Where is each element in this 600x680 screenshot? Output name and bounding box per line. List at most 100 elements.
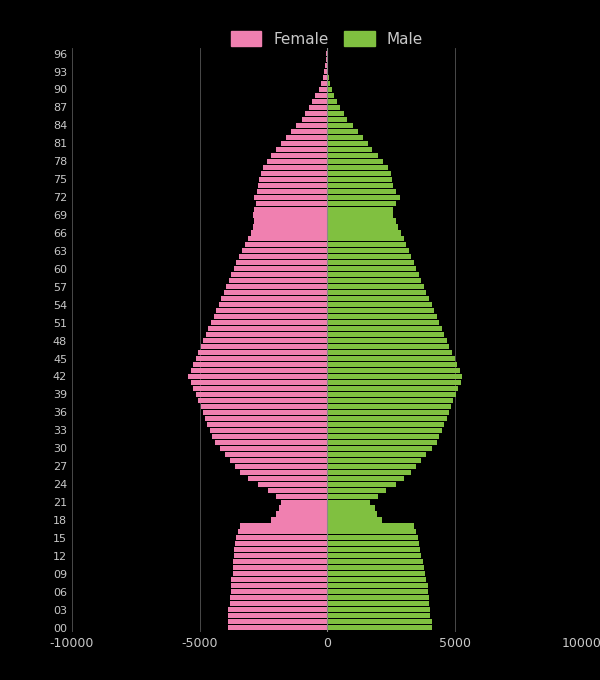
Bar [327, 320, 439, 325]
Bar [201, 344, 327, 349]
Bar [260, 171, 327, 175]
Bar [327, 445, 431, 451]
Bar [245, 242, 327, 248]
Bar [238, 530, 327, 534]
Bar [327, 278, 421, 284]
Bar [327, 177, 392, 182]
Bar [254, 194, 327, 200]
Bar [327, 267, 416, 271]
Bar [205, 415, 327, 421]
Bar [227, 625, 327, 630]
Bar [327, 212, 394, 218]
Bar [327, 183, 394, 188]
Bar [327, 129, 358, 134]
Bar [327, 165, 388, 170]
Bar [234, 554, 327, 558]
Bar [271, 153, 327, 158]
Bar [256, 201, 327, 205]
Bar [251, 231, 327, 235]
Bar [327, 147, 371, 152]
Bar [327, 231, 401, 235]
Bar [191, 380, 327, 385]
Bar [229, 278, 327, 284]
Bar [327, 452, 427, 457]
Bar [201, 404, 327, 409]
Bar [327, 392, 456, 397]
Bar [327, 613, 430, 618]
Bar [327, 123, 353, 128]
Bar [327, 565, 424, 571]
Bar [327, 171, 391, 175]
Bar [327, 81, 330, 86]
Bar [227, 619, 327, 624]
Bar [227, 613, 327, 618]
Bar [235, 464, 327, 469]
Bar [281, 141, 327, 146]
Bar [327, 105, 340, 110]
Bar [327, 470, 411, 475]
Bar [198, 350, 327, 355]
Bar [327, 201, 396, 205]
Bar [292, 129, 327, 134]
Bar [327, 398, 453, 403]
Bar [281, 500, 327, 505]
Bar [327, 475, 404, 481]
Bar [327, 332, 444, 337]
Bar [327, 368, 460, 373]
Bar [327, 188, 396, 194]
Bar [327, 237, 404, 241]
Bar [327, 410, 449, 415]
Bar [278, 505, 327, 511]
Bar [327, 338, 447, 343]
Bar [236, 535, 327, 541]
Bar [327, 625, 431, 630]
Bar [236, 260, 327, 265]
Bar [327, 284, 424, 289]
Bar [254, 218, 327, 224]
Bar [240, 524, 327, 528]
Bar [327, 505, 376, 511]
Bar [198, 398, 327, 403]
Bar [268, 488, 327, 492]
Bar [327, 75, 329, 80]
Bar [215, 440, 327, 445]
Bar [227, 607, 327, 612]
Bar [235, 541, 327, 547]
Bar [327, 218, 396, 224]
Bar [327, 344, 449, 349]
Bar [216, 308, 327, 313]
Bar [327, 350, 452, 355]
Bar [302, 117, 327, 122]
Bar [327, 135, 362, 140]
Bar [312, 99, 327, 104]
Bar [327, 272, 419, 277]
Bar [327, 308, 434, 313]
Bar [327, 601, 429, 607]
Bar [327, 488, 386, 492]
Bar [325, 63, 327, 68]
Bar [203, 410, 327, 415]
Bar [327, 500, 370, 505]
Bar [232, 583, 327, 588]
Bar [232, 272, 327, 277]
Bar [327, 524, 414, 528]
Bar [218, 302, 327, 307]
Bar [327, 69, 328, 74]
Bar [327, 607, 430, 612]
Bar [214, 314, 327, 319]
Bar [196, 356, 327, 361]
Bar [327, 481, 396, 487]
Bar [188, 374, 327, 379]
Bar [327, 260, 414, 265]
Bar [233, 559, 327, 564]
Bar [248, 475, 327, 481]
Bar [327, 99, 337, 104]
Bar [327, 153, 378, 158]
Bar [226, 284, 327, 289]
Bar [230, 595, 327, 600]
Bar [327, 571, 425, 577]
Bar [327, 248, 409, 254]
Bar [327, 589, 428, 594]
Bar [327, 559, 422, 564]
Bar [224, 290, 327, 295]
